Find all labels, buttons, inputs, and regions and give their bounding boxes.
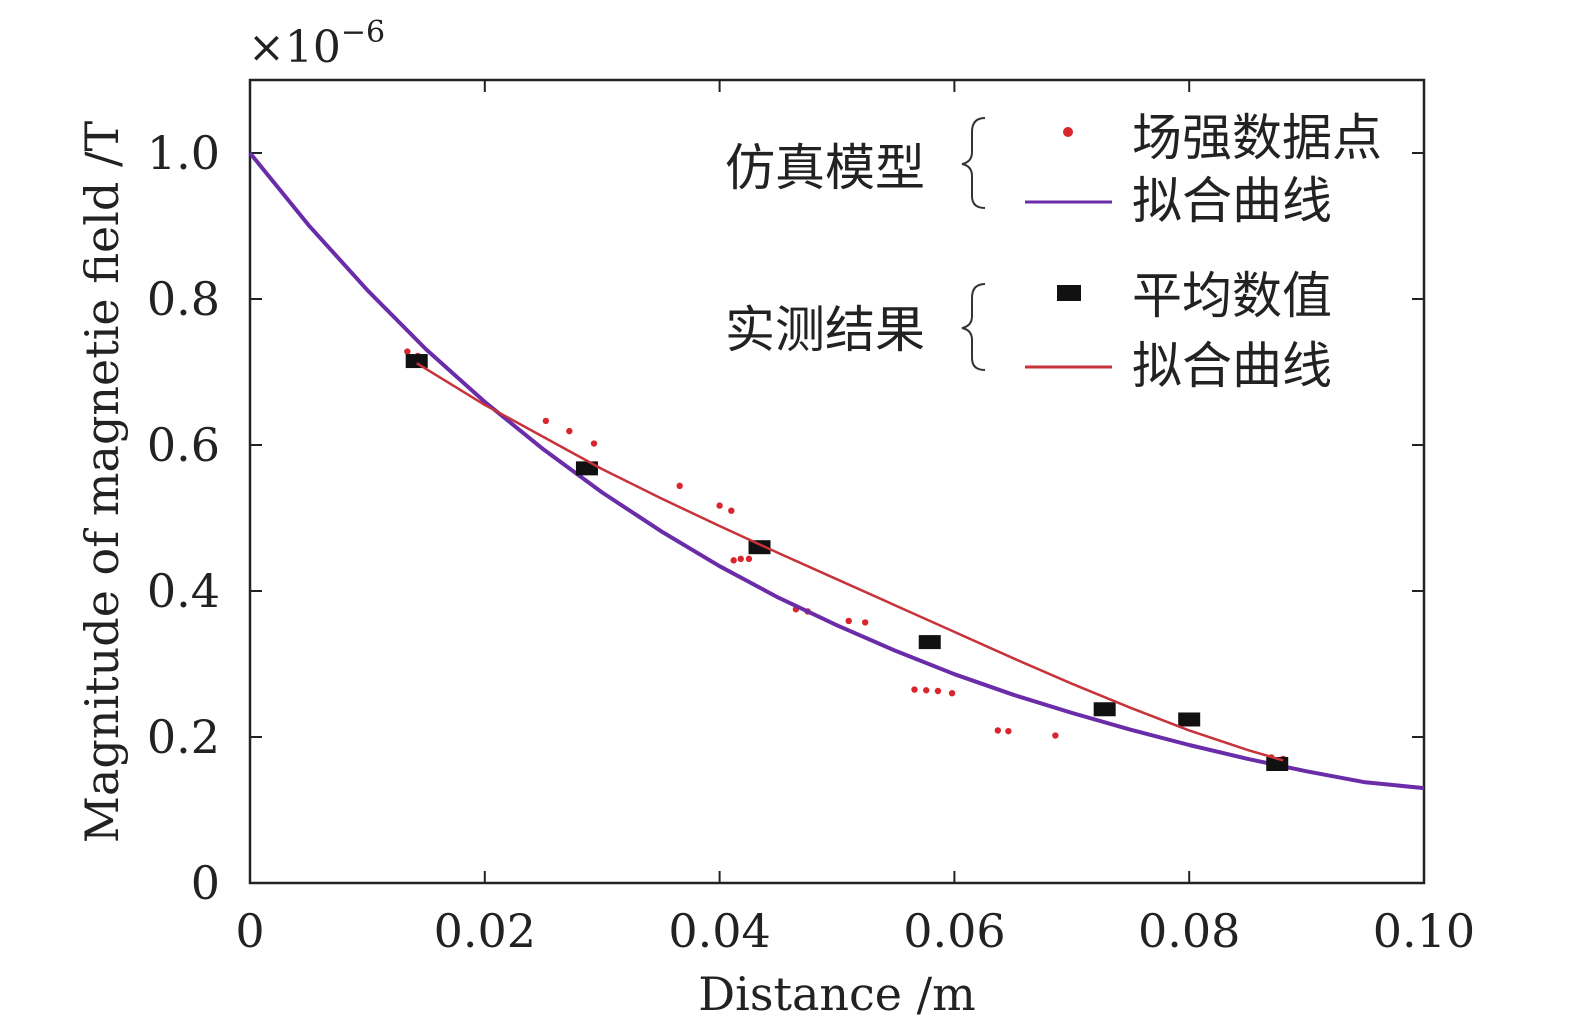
field-data-point [1005, 727, 1012, 735]
average-value-point [575, 461, 598, 476]
field-data-point [1052, 732, 1059, 739]
x-tick-label: 0 [235, 904, 264, 958]
legend-marker-average [1057, 285, 1081, 301]
fit-curve-line [248, 151, 1425, 791]
field-data-point [730, 557, 737, 564]
y-axis: 0 0.2 0.4 0.6 0.8 1.0 [147, 126, 1424, 910]
legend-label-average: 平均数值 [1132, 267, 1332, 325]
plot-frame [248, 78, 1426, 885]
field-data-point [911, 686, 918, 693]
x-tick-label: 0.10 [1373, 904, 1475, 958]
series-layer [248, 151, 1425, 791]
x-axis: 0 0.02 0.04 0.06 0.08 0.10 [235, 80, 1475, 958]
legend-brace-simulation [961, 117, 986, 209]
field-data-point [948, 690, 956, 697]
field-data-point [542, 417, 550, 425]
y-tick-label: 0 [191, 856, 220, 910]
y-multiplier-exponent: −6 [341, 15, 385, 50]
y-multiplier: ×10−6 [248, 15, 385, 73]
legend-label-sim-fit: 拟合曲线 [1132, 172, 1332, 230]
x-tick-label: 0.02 [434, 904, 536, 958]
field-data-point [676, 482, 683, 490]
field-data-point [934, 687, 942, 695]
average-value-point [1178, 712, 1201, 727]
y-tick-label: 0.8 [147, 272, 220, 326]
x-tick-label: 0.08 [1138, 904, 1240, 958]
field-data-point [566, 427, 573, 435]
field-data-point [745, 555, 753, 563]
field-data-point [861, 619, 869, 626]
field-data-point [590, 440, 598, 447]
x-axis-title: Distance /m [698, 967, 975, 1021]
series-fit-curve-3 [416, 362, 1284, 762]
series-fit-curve-1 [248, 151, 1425, 791]
average-value-point [1093, 702, 1116, 717]
legend-group-label-measured: 实测结果 [725, 301, 925, 359]
x-tick-label: 0.06 [903, 904, 1005, 958]
field-data-point [845, 617, 852, 625]
y-tick-label: 1.0 [147, 126, 220, 180]
y-tick-label: 0.2 [147, 710, 220, 764]
y-tick-label: 0.6 [147, 418, 220, 472]
fit-curve-line [416, 362, 1284, 762]
average-value-point [405, 354, 428, 369]
field-data-point [728, 507, 735, 514]
legend: 仿真模型 场强数据点 拟合曲线 实测结果 平均数值 拟合曲线 [725, 109, 1382, 395]
legend-label-measured-fit: 拟合曲线 [1132, 337, 1332, 395]
y-tick-label: 0.4 [147, 564, 220, 618]
y-axis-title: Magnitude of magnetie field /T [75, 121, 129, 844]
legend-label-field-points: 场强数据点 [1132, 109, 1382, 167]
average-value-point [748, 540, 771, 555]
field-data-point [404, 348, 411, 355]
series-scatter-squares-2 [405, 354, 1289, 772]
legend-brace-measured [961, 283, 986, 371]
field-data-point [716, 502, 723, 509]
x-tick-label: 0.04 [668, 904, 770, 958]
field-data-point [994, 727, 1002, 734]
legend-group-label-simulation: 仿真模型 [725, 139, 925, 197]
field-data-point [737, 555, 744, 563]
legend-marker-field-points [1063, 127, 1073, 137]
y-multiplier-base: ×10 [248, 22, 341, 73]
average-value-point [918, 635, 941, 650]
field-data-point [923, 687, 930, 694]
series-scatter-dots-0 [404, 348, 1287, 763]
